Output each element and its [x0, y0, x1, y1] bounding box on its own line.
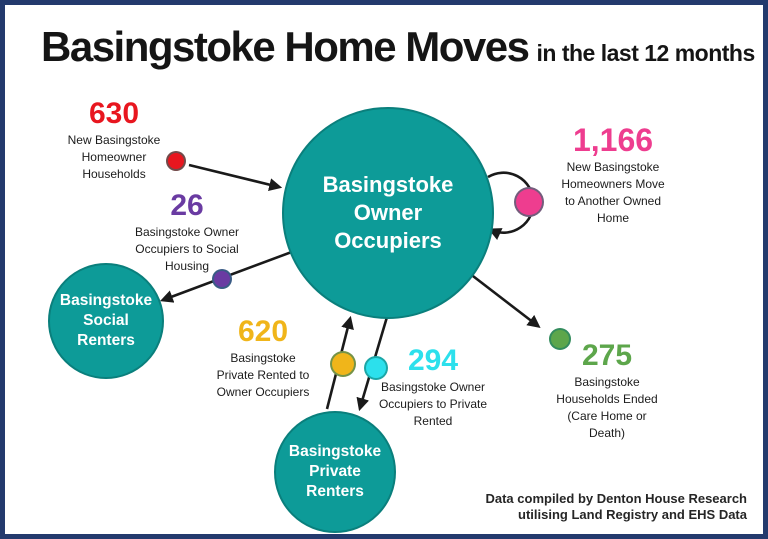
dot-households-ended — [549, 328, 571, 350]
flow-value-1166: 1,166 — [572, 122, 654, 158]
flow-label-owner-to-social: Basingstoke Owner Occupiers to Social Ho… — [134, 225, 240, 274]
dot-owner-to-private — [364, 356, 388, 380]
flow-value-26: 26 — [170, 189, 204, 222]
hub-private-renters-label: Basingstoke Private Renters — [288, 443, 382, 500]
arrow-new-homeowners-to-owners — [188, 163, 283, 191]
flow-value-620: 620 — [237, 315, 289, 348]
flow-value-630: 630 — [88, 97, 140, 130]
flow-households-ended: 275 Basingstoke Households Ended (Care H… — [552, 341, 662, 442]
title-suffix: in the last 12 months — [536, 40, 756, 66]
flow-value-275: 275 — [581, 339, 633, 372]
flow-move-to-another-owned: 1,166 New Basingstoke Homeowners Move to… — [544, 124, 682, 227]
data-source-line2: utilising Land Registry and EHS Data — [518, 507, 747, 523]
hub-social-renters-label: Basingstoke Social Renters — [59, 292, 153, 349]
flow-private-to-owner: 620 Basingstoke Private Rented to Owner … — [208, 317, 318, 401]
flow-owner-to-private: 294 Basingstoke Owner Occupiers to Priva… — [369, 346, 497, 430]
flow-owner-to-social: 26 Basingstoke Owner Occupiers to Social… — [125, 191, 249, 275]
arrow-owners-to-households-ended — [468, 271, 541, 328]
flow-label-move-to-another-owned: New Basingstoke Homeowners Move to Anoth… — [561, 160, 665, 226]
title-main: Basingstoke Home Moves — [41, 23, 530, 70]
page-title: Basingstoke Home Moves in the last 12 mon… — [41, 23, 755, 71]
data-source-note: Data compiled by Denton House Research u… — [485, 491, 747, 524]
hub-owner-occupiers: Basingstoke Owner Occupiers — [282, 107, 494, 319]
flow-new-homeowner-households: 630 New Basingstoke Homeowner Households — [53, 99, 175, 183]
dot-move-to-another-owned — [514, 187, 544, 217]
flow-label-new-homeowner-households: New Basingstoke Homeowner Households — [67, 133, 161, 182]
dot-private-to-owner — [330, 351, 356, 377]
flow-value-294: 294 — [407, 344, 459, 377]
dot-new-homeowner-households — [166, 151, 186, 171]
flow-label-private-to-owner: Basingstoke Private Rented to Owner Occu… — [216, 351, 310, 400]
data-source-line1: Data compiled by Denton House Research — [485, 491, 747, 506]
hub-social-renters: Basingstoke Social Renters — [48, 263, 164, 379]
hub-private-renters: Basingstoke Private Renters — [274, 411, 396, 533]
dot-owner-to-social — [212, 269, 232, 289]
flow-label-households-ended: Basingstoke Households Ended (Care Home … — [556, 375, 658, 441]
hub-owner-occupiers-label: Basingstoke Owner Occupiers — [322, 171, 454, 254]
flow-label-owner-to-private: Basingstoke Owner Occupiers to Private R… — [378, 380, 488, 429]
